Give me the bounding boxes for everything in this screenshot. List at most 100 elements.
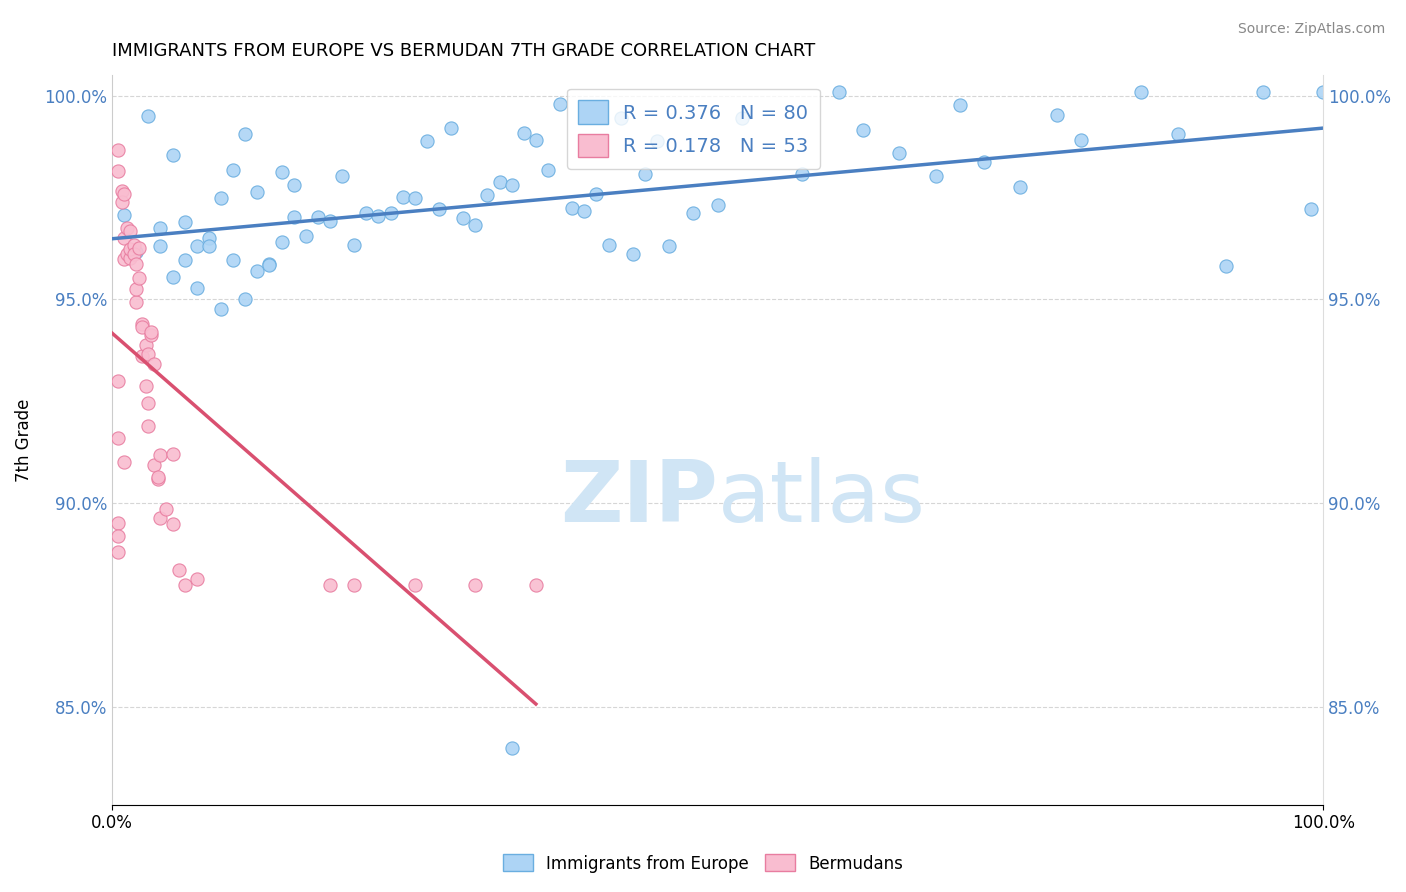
- Point: [1299, 202, 1322, 216]
- Point: [924, 169, 946, 184]
- Point: [120, 224, 142, 238]
- Point: [1070, 133, 1092, 147]
- Point: [464, 577, 486, 591]
- Point: [149, 238, 172, 252]
- Text: Source: ZipAtlas.com: Source: ZipAtlas.com: [1237, 22, 1385, 37]
- Point: [115, 246, 138, 260]
- Point: [343, 237, 366, 252]
- Point: [162, 147, 184, 161]
- Point: [319, 577, 342, 591]
- Point: [209, 301, 232, 316]
- Point: [128, 270, 150, 285]
- Legend: R = 0.376   N = 80, R = 0.178   N = 53: R = 0.376 N = 80, R = 0.178 N = 53: [567, 88, 820, 169]
- Point: [501, 740, 523, 755]
- Point: [120, 251, 142, 265]
- Point: [259, 258, 281, 272]
- Point: [122, 246, 145, 260]
- Point: [367, 209, 389, 223]
- Point: [125, 282, 148, 296]
- Point: [173, 215, 195, 229]
- Point: [146, 472, 169, 486]
- Point: [139, 327, 162, 342]
- Point: [146, 470, 169, 484]
- Text: IMMIGRANTS FROM EUROPE VS BERMUDAN 7TH GRADE CORRELATION CHART: IMMIGRANTS FROM EUROPE VS BERMUDAN 7TH G…: [112, 42, 815, 60]
- Point: [464, 218, 486, 232]
- Point: [259, 257, 281, 271]
- Point: [186, 281, 208, 295]
- Point: [416, 134, 439, 148]
- Point: [125, 257, 148, 271]
- Point: [621, 247, 644, 261]
- Point: [706, 198, 728, 212]
- Point: [488, 175, 510, 189]
- Point: [1312, 85, 1334, 99]
- Point: [1251, 85, 1274, 99]
- Point: [585, 187, 607, 202]
- Point: [792, 167, 814, 181]
- Point: [125, 294, 148, 309]
- Point: [143, 357, 166, 371]
- Point: [112, 455, 135, 469]
- Point: [173, 577, 195, 591]
- Point: [186, 572, 208, 586]
- Point: [167, 563, 190, 577]
- Point: [404, 577, 426, 591]
- Point: [233, 292, 256, 306]
- Point: [173, 252, 195, 267]
- Point: [135, 378, 157, 392]
- Point: [246, 185, 269, 199]
- Point: [198, 239, 221, 253]
- Y-axis label: 7th Grade: 7th Grade: [15, 398, 32, 482]
- Point: [112, 187, 135, 202]
- Point: [107, 374, 129, 388]
- Point: [598, 238, 620, 252]
- Point: [135, 337, 157, 351]
- Point: [149, 448, 172, 462]
- Point: [107, 545, 129, 559]
- Point: [1046, 108, 1069, 122]
- Point: [143, 458, 166, 472]
- Point: [139, 326, 162, 340]
- Point: [162, 516, 184, 531]
- Point: [537, 163, 560, 178]
- Point: [270, 165, 292, 179]
- Point: [131, 320, 153, 334]
- Point: [209, 191, 232, 205]
- Point: [501, 178, 523, 192]
- Point: [128, 241, 150, 255]
- Point: [561, 201, 583, 215]
- Point: [889, 145, 911, 160]
- Point: [136, 109, 159, 123]
- Point: [107, 143, 129, 157]
- Point: [319, 214, 342, 228]
- Point: [682, 206, 704, 220]
- Point: [356, 206, 378, 220]
- Point: [107, 431, 129, 445]
- Point: [477, 188, 499, 202]
- Point: [827, 85, 849, 99]
- Point: [270, 235, 292, 249]
- Point: [283, 178, 305, 192]
- Point: [524, 133, 547, 147]
- Point: [136, 346, 159, 360]
- Text: atlas: atlas: [717, 457, 925, 540]
- Point: [1010, 179, 1032, 194]
- Text: ZIP: ZIP: [560, 457, 717, 540]
- Point: [149, 510, 172, 524]
- Point: [115, 221, 138, 235]
- Point: [233, 127, 256, 141]
- Point: [1167, 127, 1189, 141]
- Point: [451, 211, 474, 225]
- Point: [524, 577, 547, 591]
- Point: [391, 189, 413, 203]
- Point: [112, 252, 135, 267]
- Point: [107, 516, 129, 531]
- Point: [131, 349, 153, 363]
- Point: [112, 230, 135, 244]
- Point: [198, 231, 221, 245]
- Point: [107, 529, 129, 543]
- Point: [222, 162, 245, 177]
- Point: [307, 211, 329, 225]
- Point: [136, 418, 159, 433]
- Point: [294, 229, 316, 244]
